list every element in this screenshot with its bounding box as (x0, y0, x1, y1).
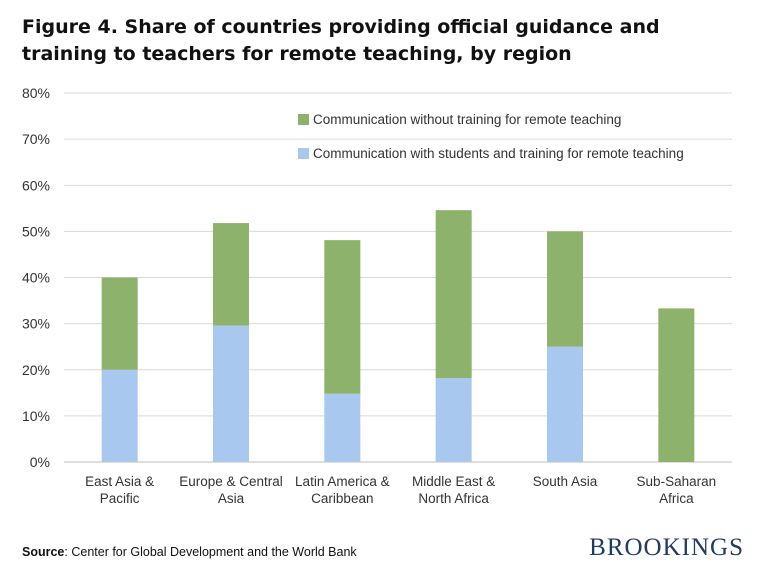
bar-segment (324, 240, 361, 394)
y-tick-label: 40% (22, 270, 50, 286)
bar-segment (547, 346, 583, 462)
x-category-label: Pacific (100, 491, 140, 506)
y-tick-label: 10% (22, 408, 50, 424)
x-category-label: East Asia & (85, 474, 154, 489)
y-tick-label: 50% (22, 223, 50, 239)
bar-segment (324, 393, 361, 462)
x-category-label: Africa (659, 491, 694, 506)
x-category-label: Sub-Saharan (637, 474, 717, 489)
x-category-label: North Africa (418, 491, 489, 506)
bar-segment (435, 210, 472, 379)
bars (101, 210, 695, 462)
x-category-label: Caribbean (311, 491, 373, 506)
y-axis: 0% 10% 20% 30% 40% 50% 60% 70% 80% (22, 85, 50, 470)
y-tick-label: 70% (22, 131, 50, 147)
x-category-label: Latin America & (295, 474, 390, 489)
x-category-label: Asia (218, 491, 245, 506)
x-category-label: Middle East & (412, 474, 495, 489)
x-category-label: South Asia (533, 474, 598, 489)
legend-label: Communication with students and training… (313, 146, 684, 161)
source-note: Source: Center for Global Development an… (22, 545, 357, 559)
source-label: Source (22, 545, 65, 559)
bar-segment (435, 378, 472, 462)
bar-segment (213, 325, 249, 462)
y-tick-label: 30% (22, 316, 50, 332)
bar-segment (101, 277, 138, 370)
source-text: : Center for Global Development and the … (64, 545, 357, 559)
y-tick-label: 0% (30, 454, 50, 470)
y-tick-label: 20% (22, 362, 50, 378)
legend-label: Communication without training for remot… (313, 112, 621, 127)
y-tick-label: 60% (22, 177, 50, 193)
x-axis-labels: East Asia & Pacific Europe & Central Asia La… (85, 474, 716, 506)
x-category-label: Europe & Central (179, 474, 283, 489)
brookings-logo: BROOKINGS (589, 534, 744, 561)
gridlines (64, 92, 732, 463)
bar-segment (213, 223, 249, 326)
legend-swatch (298, 148, 309, 159)
bar-segment (547, 231, 583, 347)
legend-swatch (298, 114, 309, 125)
legend: Communication without training for remot… (298, 112, 684, 161)
y-tick-label: 80% (22, 85, 50, 101)
chart-title: Figure 4. Share of countries providing o… (22, 16, 660, 65)
bar-segment (658, 308, 695, 462)
bar-segment (101, 369, 138, 462)
